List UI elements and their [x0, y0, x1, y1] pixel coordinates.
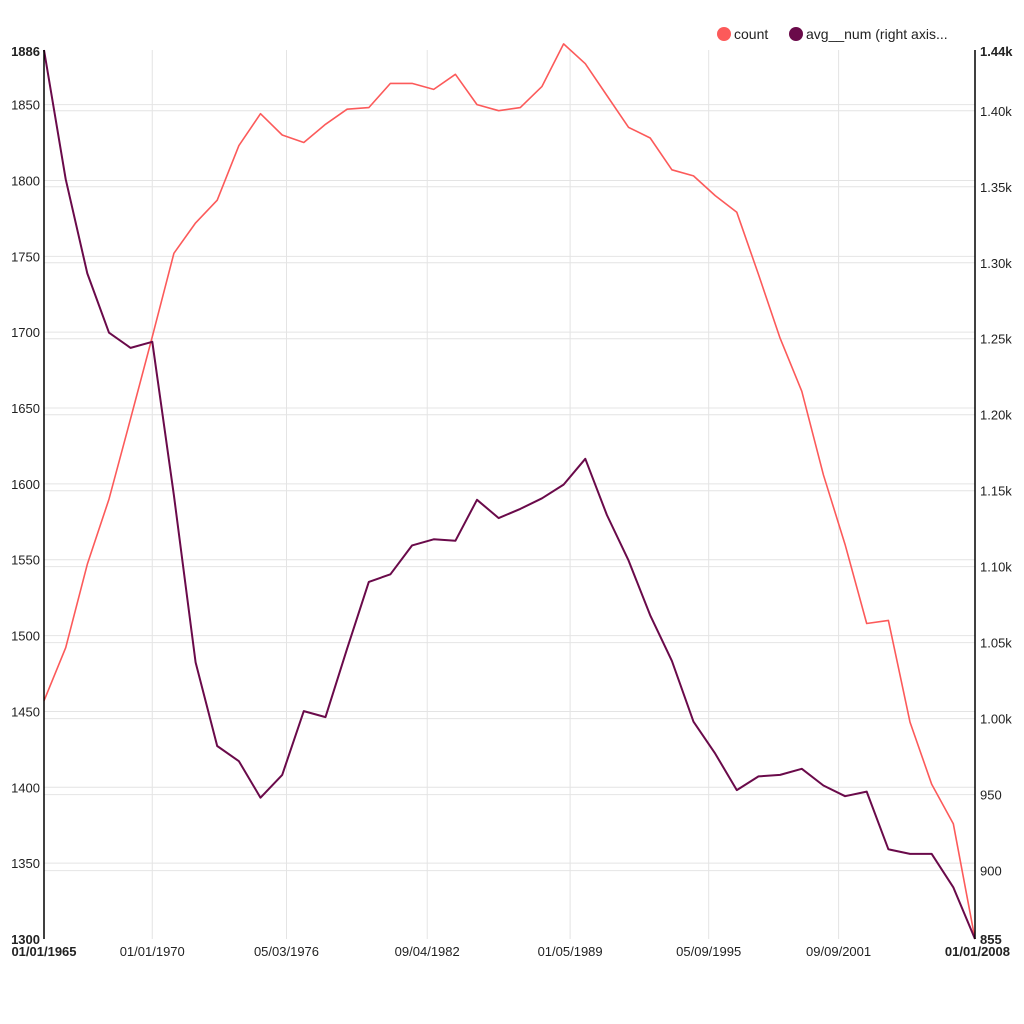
left-axis-tick-label: 1850 — [11, 98, 40, 113]
legend-label-avg-num: avg__num (right axis... — [806, 26, 948, 42]
series-line-count — [43, 43, 976, 940]
x-axis-tick-label: 01/01/2008 — [945, 944, 1010, 959]
right-axis-min-label: 855 — [980, 932, 1002, 947]
right-axis-tick-label: 1.10k — [980, 560, 1012, 575]
legend: count avg__num (right axis... — [717, 26, 948, 42]
x-axis-tick-label: 05/09/1995 — [676, 944, 741, 959]
right-axis-tick-label: 1.35k — [980, 180, 1012, 195]
right-axis-tick-label: 1.20k — [980, 408, 1012, 423]
right-axis-tick-label: 900 — [980, 864, 1002, 879]
left-axis-tick-label: 1350 — [11, 856, 40, 871]
left-axis-min-label: 1300 — [11, 932, 40, 947]
axes: 1886 1300 1350 1400 1450 1500 1550 1600 1650 1700… — [11, 44, 1013, 959]
x-axis-tick-label: 01/01/1970 — [120, 944, 185, 959]
right-axis-tick-label: 1.15k — [980, 484, 1012, 499]
legend-label-count: count — [734, 26, 768, 42]
x-axis-tick-label: 01/05/1989 — [538, 944, 603, 959]
right-axis-tick-label: 950 — [980, 788, 1002, 803]
left-axis-tick-label: 1750 — [11, 249, 40, 264]
left-axis-tick-label: 1700 — [11, 325, 40, 340]
left-axis-max-label: 1886 — [11, 44, 40, 59]
left-axis-tick-label: 1500 — [11, 629, 40, 644]
right-axis-tick-label: 1.40k — [980, 104, 1012, 119]
right-axis-tick-label: 1.05k — [980, 636, 1012, 651]
x-axis-tick-label: 09/09/2001 — [806, 944, 871, 959]
left-axis-tick-label: 1600 — [11, 477, 40, 492]
grid-lines — [44, 50, 975, 939]
right-axis-max-label: 1.44k — [980, 44, 1013, 59]
x-axis-tick-label: 01/01/1965 — [11, 944, 76, 959]
right-axis-tick-label: 1.30k — [980, 256, 1012, 271]
right-axis-tick-label: 1.00k — [980, 712, 1012, 727]
legend-item-count[interactable]: count — [717, 26, 768, 42]
x-axis-tick-label: 09/04/1982 — [395, 944, 460, 959]
legend-marker-count — [717, 27, 731, 41]
left-axis-tick-label: 1450 — [11, 704, 40, 719]
left-axis-tick-label: 1400 — [11, 780, 40, 795]
left-axis-tick-label: 1650 — [11, 401, 40, 416]
legend-item-avg-num[interactable]: avg__num (right axis... — [789, 26, 948, 42]
left-axis-tick-label: 1800 — [11, 173, 40, 188]
x-axis-tick-label: 05/03/1976 — [254, 944, 319, 959]
right-axis-tick-label: 1.25k — [980, 332, 1012, 347]
left-axis-tick-label: 1550 — [11, 553, 40, 568]
legend-marker-avg-num — [789, 27, 803, 41]
series-line-avg-num — [43, 49, 976, 940]
series-lines — [43, 43, 976, 940]
